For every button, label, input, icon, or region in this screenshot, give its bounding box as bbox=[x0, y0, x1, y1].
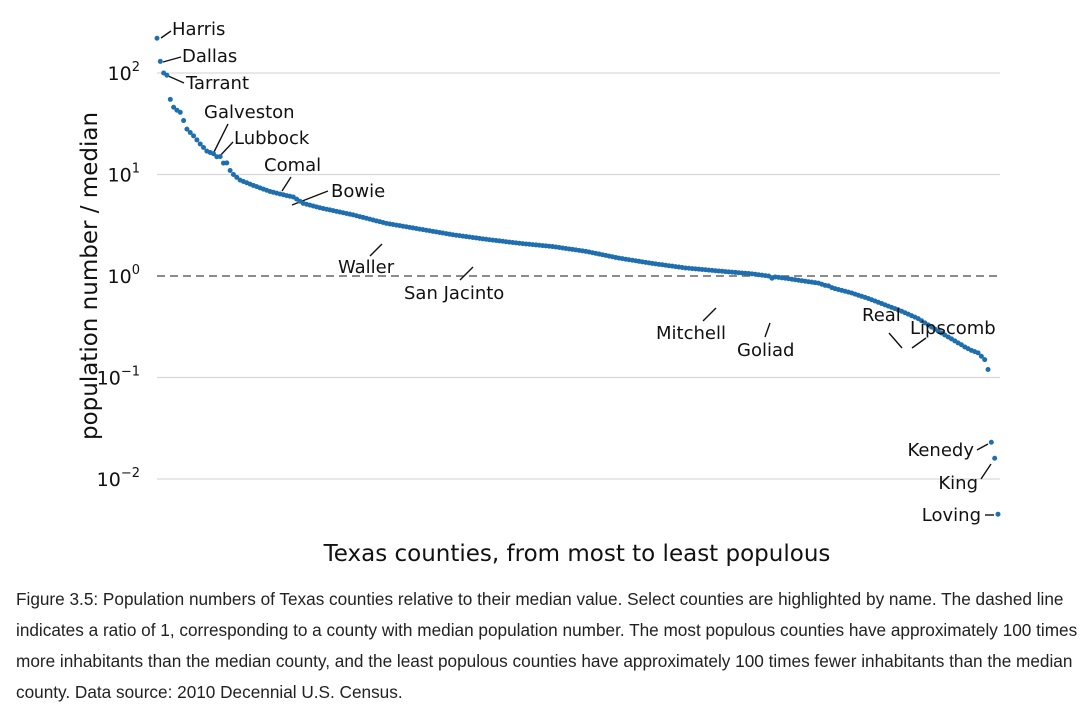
county-label: Harris bbox=[172, 19, 225, 40]
label-leader-lines bbox=[160, 30, 994, 516]
leader-line bbox=[980, 463, 992, 480]
county-label: Bowie bbox=[331, 181, 385, 202]
county-point bbox=[978, 353, 984, 359]
county-point bbox=[234, 174, 240, 180]
leader-line bbox=[160, 30, 172, 39]
county-label: Tarrant bbox=[185, 73, 249, 94]
county-point bbox=[988, 439, 994, 445]
county-point bbox=[211, 151, 217, 157]
leader-line bbox=[764, 322, 771, 338]
county-point bbox=[191, 133, 197, 139]
county-point bbox=[982, 357, 988, 363]
county-point bbox=[194, 137, 200, 143]
leader-line bbox=[459, 266, 474, 281]
county-point bbox=[995, 511, 1001, 517]
y-tick-label: 10−2 bbox=[97, 466, 140, 491]
county-label: Kenedy bbox=[907, 440, 974, 461]
county-label: King bbox=[938, 473, 978, 494]
x-axis-title: Texas counties, from most to least popul… bbox=[323, 541, 831, 567]
leader-line bbox=[212, 123, 229, 155]
figure-caption: Figure 3.5: Population numbers of Texas … bbox=[16, 589, 1078, 702]
leader-line bbox=[976, 443, 989, 451]
y-tick-label: 100 bbox=[108, 263, 140, 288]
leader-line bbox=[281, 176, 292, 192]
county-point bbox=[975, 350, 981, 356]
county-point bbox=[154, 35, 160, 41]
leader-line bbox=[369, 243, 383, 257]
county-point bbox=[197, 141, 203, 147]
county-point bbox=[985, 366, 991, 372]
county-point bbox=[230, 172, 236, 177]
county-label: Waller bbox=[338, 257, 395, 278]
y-tick-label: 101 bbox=[108, 162, 140, 187]
county-point bbox=[167, 96, 173, 102]
county-point bbox=[164, 72, 170, 78]
leader-line bbox=[888, 332, 903, 349]
leader-line bbox=[162, 56, 182, 63]
county-point bbox=[992, 455, 998, 461]
county-point bbox=[227, 167, 233, 173]
county-point bbox=[184, 126, 190, 132]
county-label: Comal bbox=[264, 155, 321, 176]
county-point bbox=[177, 109, 183, 115]
county-label: Lipscomb bbox=[910, 318, 996, 339]
y-axis-title: population number / median bbox=[77, 112, 103, 440]
county-point bbox=[201, 145, 207, 151]
county-point bbox=[217, 154, 223, 160]
county-label: Mitchell bbox=[656, 323, 726, 344]
county-labels: Harris Dallas Tarrant Galveston Lubbock Comal… bbox=[172, 19, 996, 526]
county-label: Goliad bbox=[737, 340, 794, 361]
leader-line bbox=[911, 337, 927, 349]
county-label: Dallas bbox=[182, 46, 237, 67]
y-tick-label: 10−1 bbox=[97, 365, 140, 390]
county-label: Galveston bbox=[204, 102, 295, 123]
county-point bbox=[224, 160, 230, 166]
county-label: Real bbox=[862, 305, 901, 326]
y-tick-label: 102 bbox=[108, 60, 140, 85]
county-label: San Jacinto bbox=[404, 283, 504, 304]
y-tick-labels: 102 101 100 10−1 10−2 bbox=[97, 60, 140, 491]
county-label: Loving bbox=[922, 505, 981, 526]
data-points bbox=[154, 35, 1001, 517]
county-label: Lubbock bbox=[234, 128, 310, 149]
population-ratio-chart: 102 101 100 10−1 10−2 Harris Dallas Tarrant Gal… bbox=[77, 19, 1001, 567]
county-point bbox=[187, 130, 193, 136]
county-point bbox=[181, 118, 187, 124]
county-point bbox=[171, 104, 177, 110]
leader-line bbox=[702, 307, 717, 322]
gridlines bbox=[157, 72, 1000, 480]
county-point bbox=[157, 58, 163, 64]
